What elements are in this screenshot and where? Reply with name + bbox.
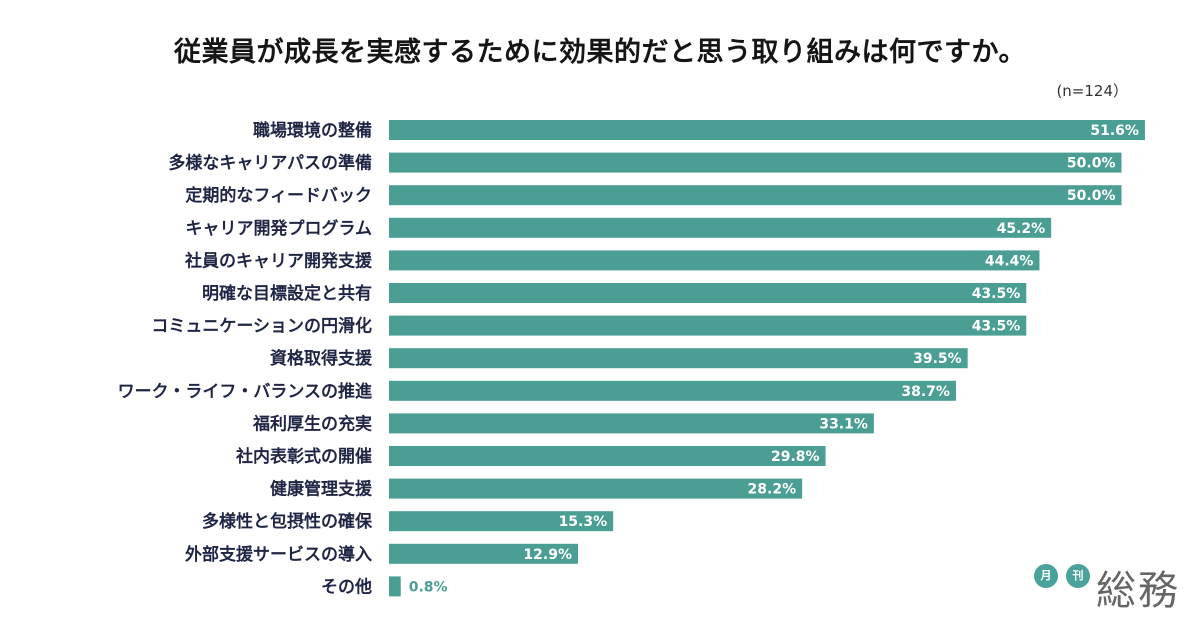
category-label: 職場環境の整備 [253,120,372,141]
data-label: 45.2% [997,221,1046,237]
bar [389,152,1122,173]
data-label: 38.7% [901,384,950,400]
bar [389,348,968,369]
data-label: 43.5% [972,319,1021,335]
category-label: その他 [321,576,372,597]
gekkan-soumu-logo: 月 刊 総務 [1030,560,1190,620]
data-label: 43.5% [972,286,1021,302]
sample-size-note: (n=124） [1056,82,1128,100]
logo-text: 総務 [1096,568,1180,614]
data-label: 12.9% [523,547,572,563]
data-label: 0.8% [409,579,448,595]
chart-title: 従業員が成長を実感するために効果的だと思う取り組みは何ですか。 [174,37,1026,68]
bar [389,543,578,564]
bar [389,217,1052,238]
category-label: 社員のキャリア開発支援 [184,250,373,271]
logo-badge-tsuki: 月 [1034,564,1058,588]
bar [389,478,803,499]
category-label: 多様性と包摂性の確保 [202,511,373,532]
category-label: 多様なキャリアパスの準備 [168,153,372,174]
data-label: 15.3% [559,514,608,530]
data-label: 51.6% [1090,123,1139,139]
bar [389,413,874,434]
bar [389,576,401,597]
data-label: 44.4% [985,253,1034,269]
category-label: コミュニケーションの円滑化 [151,316,372,337]
category-label: 福利厚生の充実 [252,413,372,434]
bar [389,185,1122,206]
category-label: 明確な目標設定と共有 [202,283,372,304]
data-label: 33.1% [819,416,868,432]
category-label: 健康管理支援 [270,479,373,500]
category-label: 社内表彰式の開催 [235,446,372,467]
data-label: 50.0% [1067,156,1116,172]
category-label: 定期的なフィードバック [185,185,372,206]
bar [389,511,614,532]
data-label: 39.5% [913,351,962,367]
bar [389,250,1040,271]
category-label: ワーク・ライフ・バランスの推進 [118,381,372,402]
bar [389,120,1145,140]
data-label: 28.2% [748,482,797,498]
category-label: 資格取得支援 [270,348,373,369]
bar [389,283,1027,303]
bar [389,380,956,401]
data-label: 29.8% [771,449,820,465]
data-label: 50.0% [1067,188,1116,204]
category-label: 外部支援サービスの導入 [185,544,372,565]
logo-badge-kan: 刊 [1066,564,1090,588]
bar [389,315,1027,336]
bar [389,446,826,466]
category-label: キャリア開発プログラム [186,218,373,239]
